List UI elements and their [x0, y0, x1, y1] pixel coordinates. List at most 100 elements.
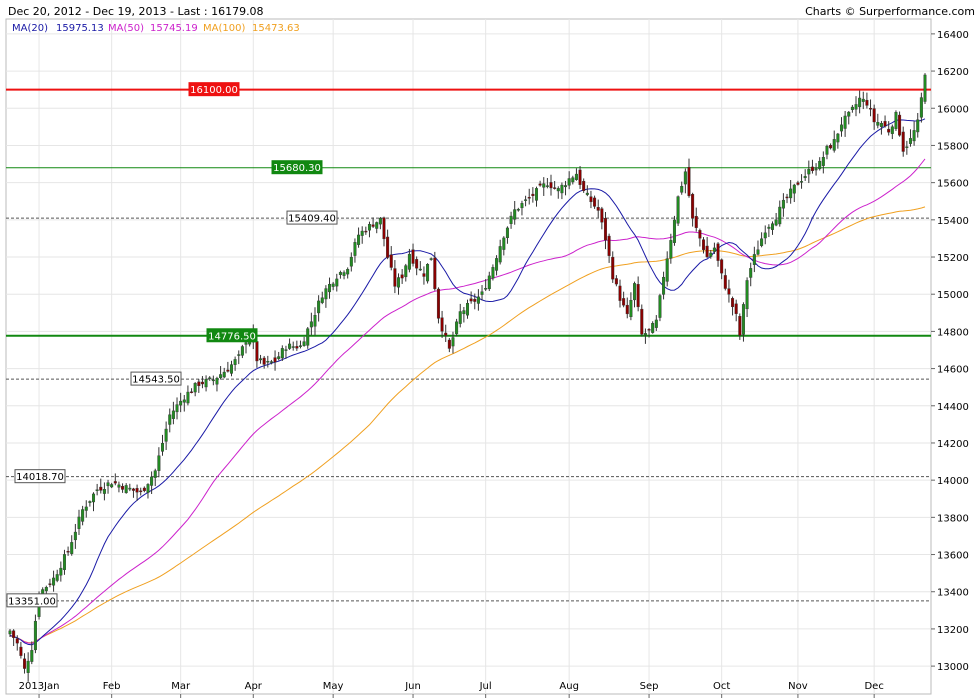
- candle: [549, 174, 553, 196]
- candle: [727, 279, 731, 303]
- candle-body-down: [139, 490, 143, 493]
- candle-body-up: [313, 315, 317, 327]
- candle-body-down: [578, 169, 582, 185]
- candle: [524, 195, 528, 207]
- candle-body-down: [738, 316, 742, 336]
- candle: [378, 216, 382, 230]
- candle: [266, 355, 270, 368]
- candle-body-up: [665, 258, 669, 282]
- candle: [418, 261, 422, 271]
- candle: [614, 275, 618, 287]
- candle: [734, 299, 738, 322]
- candle-body-up: [466, 303, 470, 316]
- candle: [66, 546, 70, 556]
- candle: [658, 293, 662, 322]
- candle-body-up: [908, 138, 912, 144]
- candle-body-up: [146, 484, 150, 493]
- candle: [95, 483, 99, 496]
- candle: [792, 183, 796, 203]
- candle-body-up: [160, 443, 164, 452]
- candle-body-up: [789, 188, 793, 199]
- candle-body-up: [426, 264, 430, 282]
- y-tick-label: 15600: [937, 179, 969, 190]
- candle-body-down: [901, 131, 905, 152]
- candle-body-down: [600, 208, 604, 223]
- candle-body-up: [397, 277, 401, 288]
- candle-body-up: [8, 630, 12, 635]
- candle-body-up: [476, 296, 480, 304]
- candle-body-up: [110, 484, 114, 488]
- candle: [59, 561, 63, 582]
- candle-body-down: [785, 196, 789, 199]
- candle-body-up: [792, 184, 796, 194]
- candle: [843, 110, 847, 137]
- candle: [404, 263, 408, 282]
- candle-body-up: [545, 185, 549, 187]
- y-tick-label: 16400: [937, 30, 969, 41]
- candle-body-down: [527, 197, 531, 199]
- level-label: 13351.00: [8, 596, 56, 607]
- candle-body-down: [393, 268, 397, 287]
- candle: [763, 225, 767, 245]
- candle-body-up: [524, 199, 528, 201]
- candle-body-up: [858, 97, 862, 108]
- candle: [26, 652, 30, 682]
- candle: [923, 73, 927, 104]
- candle-body-down: [197, 381, 201, 387]
- candle-body-down: [135, 488, 139, 493]
- candle: [567, 171, 571, 190]
- candle: [545, 178, 549, 189]
- x-tick-label: Feb: [103, 681, 121, 692]
- y-tick-label: 13600: [937, 551, 969, 562]
- candle-body-up: [680, 185, 684, 193]
- candle-body-up: [215, 378, 219, 385]
- candle: [854, 96, 858, 117]
- candle: [694, 207, 698, 232]
- candle: [346, 267, 350, 279]
- level-label: 14018.70: [16, 472, 64, 483]
- candle: [164, 421, 168, 450]
- candle: [444, 324, 448, 342]
- candle-body-up: [709, 252, 713, 257]
- candle: [531, 187, 535, 203]
- candle: [110, 482, 114, 489]
- candle-body-down: [382, 217, 386, 240]
- candle: [771, 221, 775, 235]
- x-tick-label: Jun: [404, 681, 421, 692]
- candle-body-up: [756, 249, 760, 255]
- candle-body-up: [767, 226, 771, 229]
- candle-body-down: [636, 284, 640, 308]
- candle: [215, 376, 219, 392]
- candle-body-down: [142, 487, 146, 491]
- candle-body-down: [364, 230, 368, 233]
- candle-body-down: [411, 249, 415, 264]
- candle-body-down: [687, 167, 691, 197]
- candle-body-up: [328, 283, 332, 293]
- candle: [73, 523, 77, 549]
- candle-body-up: [106, 482, 110, 487]
- level-label-box: [14, 469, 66, 484]
- candle: [84, 500, 88, 518]
- candle-body-up: [672, 219, 676, 243]
- candle: [131, 487, 135, 498]
- y-tick-label: 14200: [937, 439, 969, 450]
- candle-body-down: [23, 658, 27, 669]
- candle-body-down: [702, 239, 706, 250]
- candle: [386, 229, 390, 260]
- level-label: 16100.00: [190, 85, 238, 96]
- candle-body-down: [618, 285, 622, 301]
- candle: [778, 200, 782, 227]
- candle-body-up: [836, 133, 840, 143]
- candle: [226, 361, 230, 373]
- candle: [382, 216, 386, 247]
- candle-body-up: [633, 283, 637, 301]
- candle: [513, 200, 517, 225]
- candle: [88, 500, 92, 507]
- candle-body-down: [473, 298, 477, 302]
- candle: [502, 236, 506, 256]
- candle: [55, 569, 59, 583]
- candle: [756, 240, 760, 256]
- candle: [752, 246, 756, 273]
- candle: [509, 211, 513, 229]
